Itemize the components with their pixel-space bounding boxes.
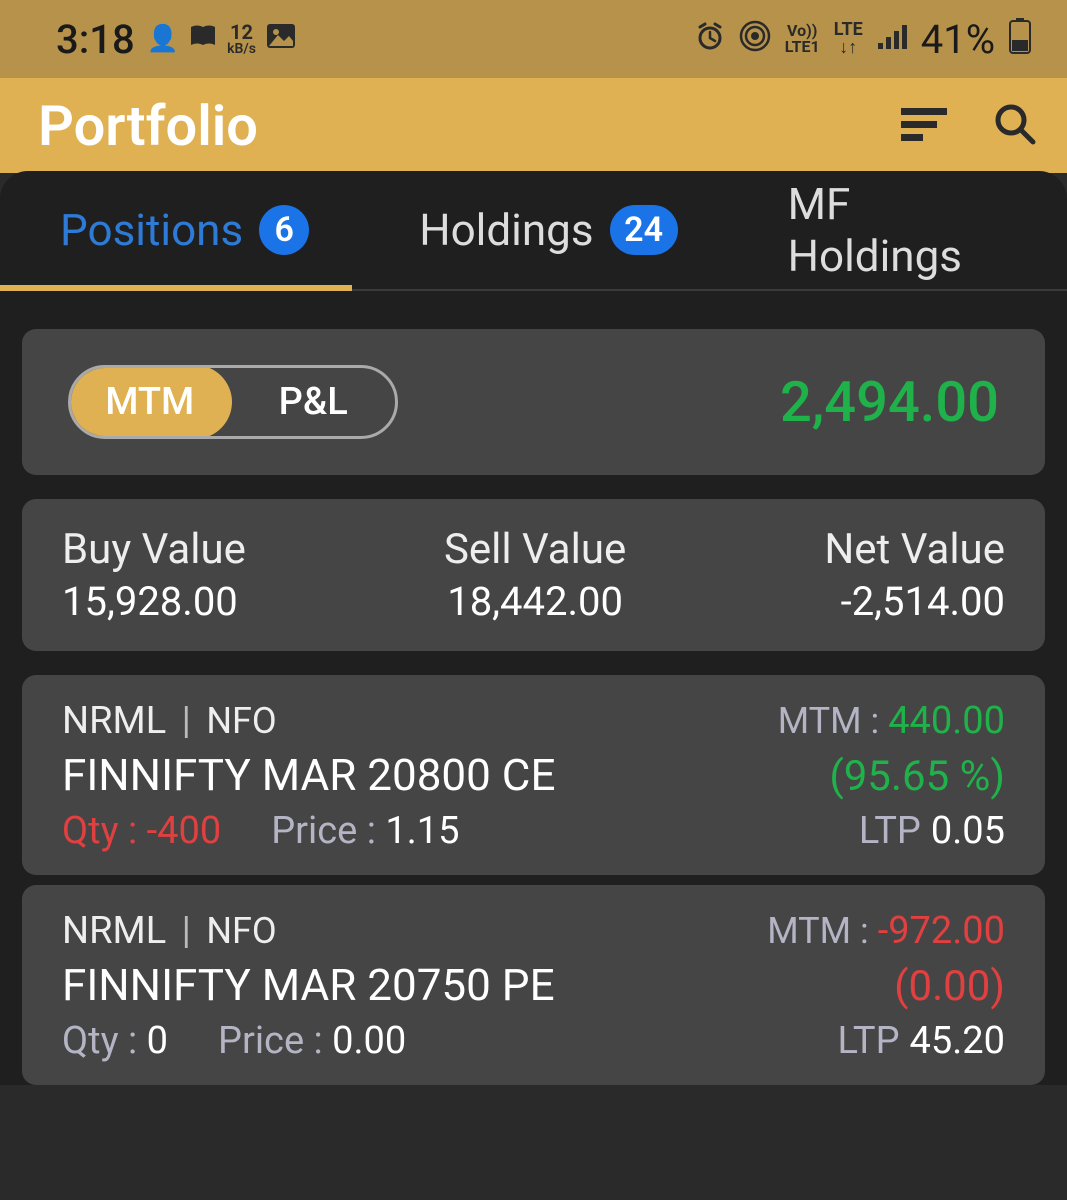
sort-icon[interactable] xyxy=(901,106,949,146)
values-card: Buy Value 15,928.00 Sell Value 18,442.00… xyxy=(22,499,1045,651)
position-tags: NRML | NFO xyxy=(62,909,277,953)
position-mtm: MTM : -972.00 xyxy=(767,909,1005,953)
tab-positions-label: Positions xyxy=(60,204,243,256)
picture-icon xyxy=(266,23,296,56)
book-icon xyxy=(189,24,217,54)
position-ltp: LTP45.20 xyxy=(838,1019,1005,1063)
toggle-mtm[interactable]: MTM xyxy=(68,365,232,439)
search-icon[interactable] xyxy=(993,102,1037,150)
hotspot-icon xyxy=(739,20,771,59)
position-qty: Qty : 0 xyxy=(62,1019,168,1063)
alarm-icon xyxy=(695,21,725,58)
battery-icon xyxy=(1009,18,1031,61)
summary-row: MTM P&L 2,494.00 xyxy=(62,355,1005,449)
total-mtm-value: 2,494.00 xyxy=(780,369,999,435)
position-row[interactable]: NRML | NFO MTM : 440.00 FINNIFTY MAR 208… xyxy=(22,675,1045,875)
status-icons-left: 👤 12 kB/s xyxy=(147,22,296,56)
mtm-pnl-toggle[interactable]: MTM P&L xyxy=(68,365,398,439)
position-qty: Qty : -400 xyxy=(62,809,221,853)
tab-mf-holdings[interactable]: MF Holdings xyxy=(788,171,1007,289)
active-tab-underline xyxy=(0,285,352,291)
page-title: Portfolio xyxy=(38,93,258,159)
position-ltp: LTP0.05 xyxy=(859,809,1005,853)
positions-count-badge: 6 xyxy=(259,205,309,255)
net-value-label: Net Value xyxy=(824,525,1005,574)
tabs: Positions 6 Holdings 24 MF Holdings xyxy=(0,171,1067,291)
summary-card: MTM P&L 2,494.00 xyxy=(22,329,1045,475)
sell-value: 18,442.00 xyxy=(444,578,626,625)
position-name: FINNIFTY MAR 20800 CE xyxy=(62,749,555,801)
position-price: Price : 0.00 xyxy=(218,1019,406,1063)
battery-percent: 41% xyxy=(921,16,995,63)
lte-icon: LTE ↓↑ xyxy=(834,21,863,57)
net-value-col: Net Value -2,514.00 xyxy=(824,525,1005,625)
signal-icon xyxy=(877,23,907,56)
status-time: 3:18 xyxy=(56,16,135,63)
tab-container: Positions 6 Holdings 24 MF Holdings MTM … xyxy=(0,171,1067,1085)
position-pct: (95.65 %) xyxy=(829,752,1005,801)
volte-icon: Vo)) LTE1 xyxy=(785,23,820,55)
net-value: -2,514.00 xyxy=(824,578,1005,625)
content: MTM P&L 2,494.00 Buy Value 15,928.00 Sel… xyxy=(0,291,1067,1085)
position-price: Price : 1.15 xyxy=(271,809,459,853)
position-tags: NRML | NFO xyxy=(62,699,277,743)
position-mtm: MTM : 440.00 xyxy=(778,699,1005,743)
network-speed-icon: 12 kB/s xyxy=(227,22,256,56)
buy-value-col: Buy Value 15,928.00 xyxy=(62,525,246,625)
header-actions xyxy=(901,102,1037,150)
position-pct: (0.00) xyxy=(894,962,1005,1011)
tab-mf-label: MF Holdings xyxy=(788,178,1007,282)
status-left: 3:18 👤 12 kB/s xyxy=(56,16,296,63)
sell-value-label: Sell Value xyxy=(444,525,626,574)
buy-value-label: Buy Value xyxy=(62,525,246,574)
toggle-pnl[interactable]: P&L xyxy=(232,368,396,436)
tab-holdings[interactable]: Holdings 24 xyxy=(419,171,677,289)
position-name: FINNIFTY MAR 20750 PE xyxy=(62,959,555,1011)
app-header: Portfolio xyxy=(0,78,1067,173)
holdings-count-badge: 24 xyxy=(610,205,678,255)
buy-value: 15,928.00 xyxy=(62,578,246,625)
tab-positions[interactable]: Positions 6 xyxy=(60,171,309,289)
news-icon: 👤 xyxy=(147,24,179,54)
status-bar: 3:18 👤 12 kB/s Vo)) LTE1 LTE xyxy=(0,0,1067,78)
sell-value-col: Sell Value 18,442.00 xyxy=(444,525,626,625)
tab-holdings-label: Holdings xyxy=(419,204,593,256)
position-row[interactable]: NRML | NFO MTM : -972.00 FINNIFTY MAR 20… xyxy=(22,885,1045,1085)
status-right: Vo)) LTE1 LTE ↓↑ 41% xyxy=(695,16,1031,63)
